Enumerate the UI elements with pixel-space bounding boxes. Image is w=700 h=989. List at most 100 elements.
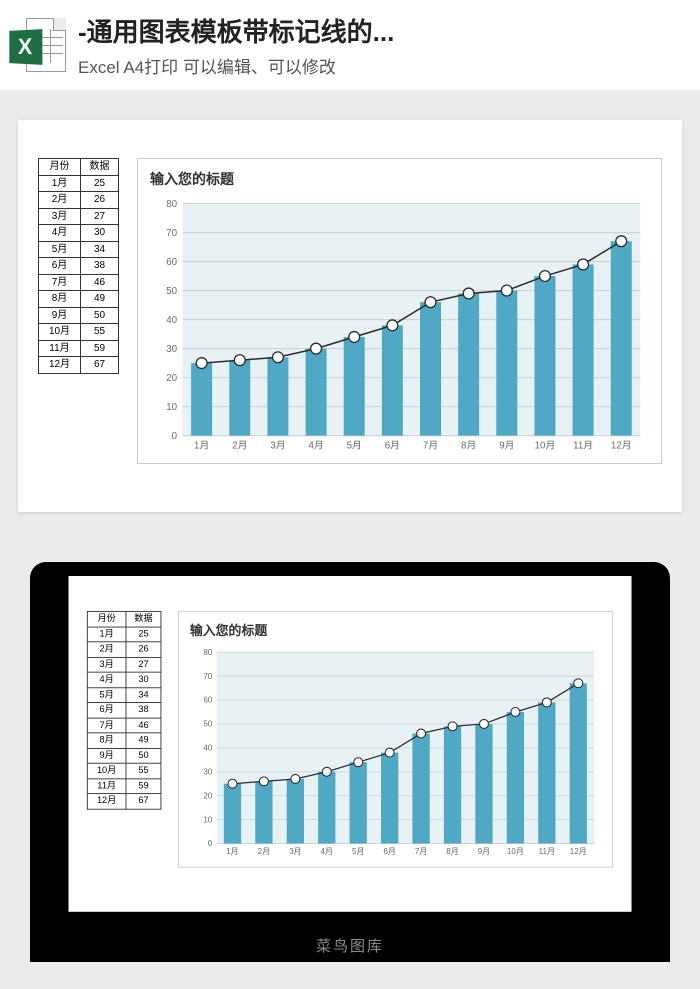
cell-value: 50	[126, 748, 161, 763]
cell-month: 3月	[87, 657, 126, 672]
cell-month: 12月	[87, 794, 126, 809]
cell-month: 6月	[87, 703, 126, 718]
cell-value: 34	[81, 241, 119, 258]
svg-text:20: 20	[203, 792, 212, 801]
table-row: 8月49	[39, 291, 119, 308]
cell-value: 49	[126, 733, 161, 748]
chart-container-laptop: 输入您的标题 010203040506070801月2月3月4月5月6月7月8月…	[178, 611, 613, 868]
cell-month: 2月	[87, 642, 126, 657]
svg-text:60: 60	[203, 696, 212, 705]
svg-text:8月: 8月	[446, 848, 459, 857]
data-table: 月份 数据 1月252月263月274月305月346月387月468月499月…	[38, 158, 119, 374]
table-body: 1月252月263月274月305月346月387月468月499月5010月5…	[87, 627, 161, 809]
cell-value: 30	[81, 225, 119, 242]
table-row: 6月38	[87, 703, 161, 718]
cell-value: 67	[126, 794, 161, 809]
cell-value: 25	[126, 627, 161, 642]
svg-text:70: 70	[166, 228, 177, 239]
chart-area: 010203040506070801月2月3月4月5月6月7月8月9月10月11…	[150, 197, 649, 457]
cell-value: 34	[126, 688, 161, 703]
table-row: 6月38	[39, 258, 119, 275]
template-preview-sheet: 月份 数据 1月252月263月274月305月346月387月468月499月…	[18, 120, 682, 512]
table-header-value: 数据	[81, 159, 119, 176]
cell-value: 27	[81, 208, 119, 225]
svg-text:11月: 11月	[573, 440, 593, 452]
chart-svg: 010203040506070801月2月3月4月5月6月7月8月9月10月11…	[150, 197, 649, 457]
svg-text:9月: 9月	[499, 440, 514, 452]
table-row: 3月27	[87, 657, 161, 672]
cell-month: 1月	[87, 627, 126, 642]
table-row: 4月30	[39, 225, 119, 242]
cell-month: 10月	[39, 324, 81, 341]
svg-text:2月: 2月	[258, 848, 271, 857]
svg-text:70: 70	[203, 672, 212, 681]
table-row: 2月26	[39, 192, 119, 209]
cell-value: 38	[126, 703, 161, 718]
cell-value: 46	[126, 718, 161, 733]
chart-title: 输入您的标题	[150, 169, 649, 189]
svg-text:8月: 8月	[461, 440, 476, 452]
table-row: 4月30	[87, 672, 161, 687]
cell-month: 3月	[39, 208, 81, 225]
cell-month: 9月	[39, 307, 81, 324]
cell-month: 5月	[39, 241, 81, 258]
cell-month: 10月	[87, 764, 126, 779]
table-row: 1月25	[87, 627, 161, 642]
data-table-laptop: 月份 数据 1月252月263月274月305月346月387月468月499月…	[87, 611, 162, 809]
chart-svg-laptop: 010203040506070801月2月3月4月5月6月7月8月9月10月11…	[190, 647, 601, 862]
header: X -通用图表模板带标记线的... Excel A4打印 可以编辑、可以修改	[0, 0, 700, 90]
chart-area-laptop: 010203040506070801月2月3月4月5月6月7月8月9月10月11…	[190, 647, 601, 862]
table-row: 11月59	[87, 779, 161, 794]
cell-month: 12月	[39, 357, 81, 374]
cell-value: 26	[81, 192, 119, 209]
table-row: 5月34	[87, 688, 161, 703]
svg-text:12月: 12月	[570, 848, 587, 857]
svg-text:9月: 9月	[478, 848, 491, 857]
svg-text:7月: 7月	[423, 440, 438, 452]
cell-value: 25	[81, 175, 119, 192]
svg-text:50: 50	[166, 286, 177, 297]
chart-container: 输入您的标题 010203040506070801月2月3月4月5月6月7月8月…	[137, 158, 662, 464]
table-row: 12月67	[39, 357, 119, 374]
svg-text:3月: 3月	[289, 848, 301, 857]
table-row: 10月55	[87, 764, 161, 779]
svg-text:6月: 6月	[383, 848, 396, 857]
table-row: 11月59	[39, 340, 119, 357]
svg-text:4月: 4月	[321, 848, 334, 857]
table-row: 12月67	[87, 794, 161, 809]
svg-text:2月: 2月	[232, 440, 247, 452]
cell-month: 5月	[87, 688, 126, 703]
cell-value: 30	[126, 672, 161, 687]
excel-icon: X	[8, 16, 66, 74]
table-row: 3月27	[39, 208, 119, 225]
svg-text:7月: 7月	[415, 848, 428, 857]
cell-value: 46	[81, 274, 119, 291]
cell-month: 11月	[87, 779, 126, 794]
table-row: 10月55	[39, 324, 119, 341]
table-header-value: 数据	[126, 612, 161, 627]
cell-value: 38	[81, 258, 119, 275]
cell-month: 11月	[39, 340, 81, 357]
cell-value: 67	[81, 357, 119, 374]
svg-text:30: 30	[203, 768, 212, 777]
cell-value: 59	[81, 340, 119, 357]
svg-text:40: 40	[203, 744, 212, 753]
table-row: 5月34	[39, 241, 119, 258]
svg-text:20: 20	[166, 373, 177, 384]
svg-text:5月: 5月	[347, 440, 362, 452]
svg-text:0: 0	[172, 431, 178, 442]
svg-text:6月: 6月	[385, 440, 400, 452]
svg-text:30: 30	[166, 344, 177, 355]
laptop-screen: 月份 数据 1月252月263月274月305月346月387月468月499月…	[30, 562, 670, 962]
cell-month: 4月	[39, 225, 81, 242]
svg-text:0: 0	[208, 840, 213, 849]
svg-text:10月: 10月	[507, 848, 524, 857]
cell-month: 7月	[87, 718, 126, 733]
cell-value: 27	[126, 657, 161, 672]
page-title: -通用图表模板带标记线的...	[78, 12, 394, 49]
svg-text:10月: 10月	[535, 440, 556, 452]
cell-value: 55	[81, 324, 119, 341]
svg-text:1月: 1月	[194, 440, 209, 452]
chart-title: 输入您的标题	[190, 621, 601, 639]
svg-text:50: 50	[203, 720, 212, 729]
